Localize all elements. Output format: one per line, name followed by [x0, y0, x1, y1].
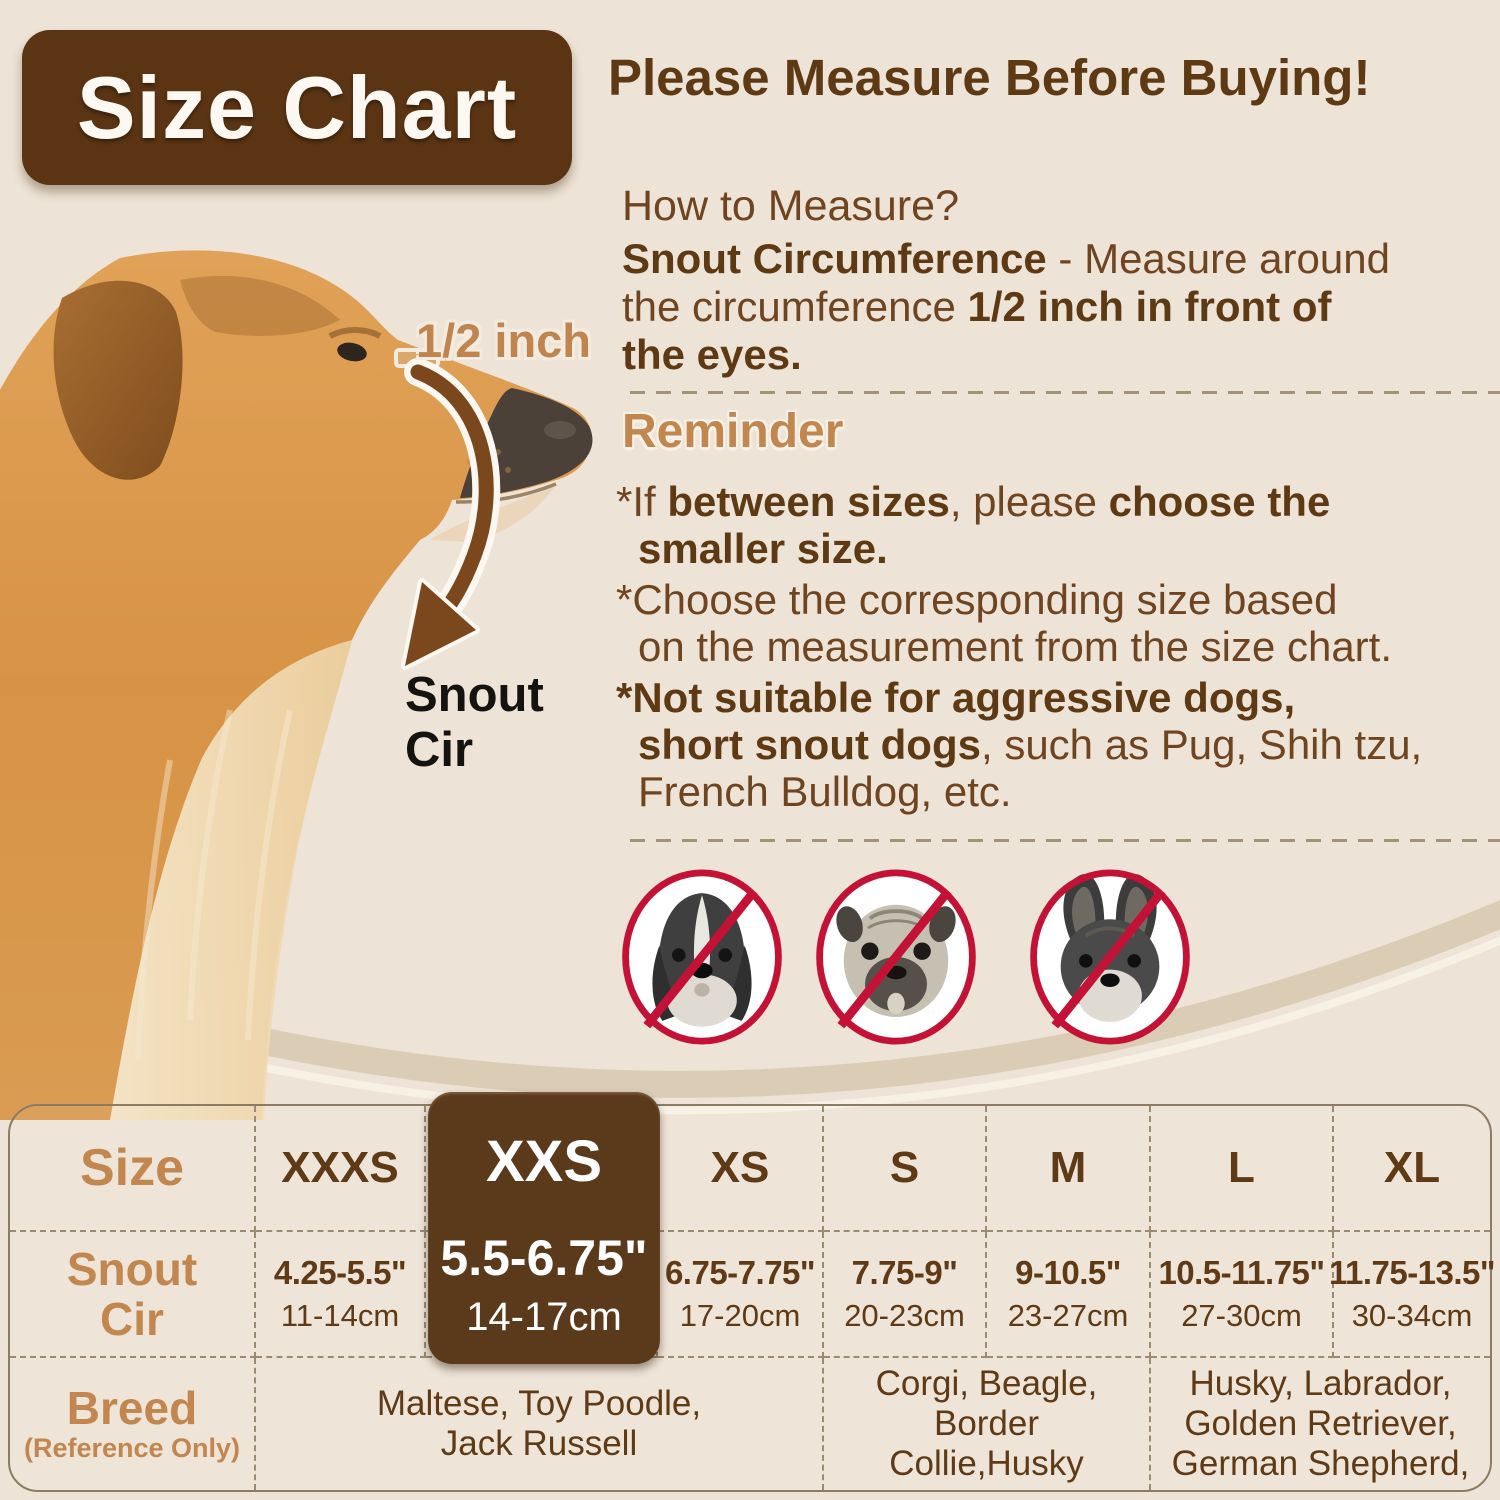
highlighted-size-xxs: XXS 5.5-6.75" 14-17cm: [428, 1092, 660, 1364]
divider-top: [630, 391, 1500, 394]
measure-line-3: the eyes.: [622, 331, 802, 378]
header-m: M: [987, 1106, 1151, 1232]
headline: Please Measure Before Buying!: [608, 49, 1371, 106]
xxs-inch-range: 5.5-6.75": [440, 1230, 648, 1286]
snout-xs: 6.75-7.75" 17-20cm: [658, 1232, 824, 1358]
reminder-bullet-3-line-2: short snout dogs, such as Pug, Shih tzu,: [638, 721, 1423, 768]
snout-s: 7.75-9" 20-23cm: [824, 1232, 987, 1358]
reminder-bullet-1-line-1: *If between sizes, please choose the: [616, 478, 1331, 525]
snout-xxxs: 4.25-5.5" 11-14cm: [256, 1232, 426, 1358]
table-corner-size: Size: [10, 1106, 256, 1232]
how-to-measure-section: How to Measure? Snout Circumference - Me…: [622, 182, 1500, 379]
xxs-cm-range: 14-17cm: [466, 1295, 622, 1339]
breed-group-large: Husky, Labrador, Golden Retriever, Germa…: [1171, 1364, 1470, 1483]
dog-ear: [53, 280, 183, 480]
dog-mouth-line: [455, 482, 557, 504]
reminder-bullet-1-line-2: smaller size.: [638, 525, 888, 572]
divider-bottom: [630, 839, 1500, 842]
reminder-list: *If between sizes, please choose the sma…: [616, 478, 1500, 815]
breed-group-small: Maltese, Toy Poodle, Jack Russell: [256, 1358, 824, 1490]
no-shih-tzu-icon: [622, 869, 782, 1045]
no-french-bulldog-icon: [1030, 869, 1190, 1045]
header-xl: XL: [1334, 1106, 1490, 1232]
size-chart-table: Size XXXS XS S M L XL Snout Cir 4.25-5.5…: [8, 1104, 1496, 1492]
row-label-snout-cir: Snout Cir: [10, 1232, 256, 1358]
title-badge-label: Size Chart: [76, 57, 518, 157]
how-to-measure-heading: How to Measure?: [622, 182, 959, 230]
reminder-bullet-2-line-1: *Choose the corresponding size based: [616, 576, 1338, 623]
header-xs: XS: [658, 1106, 824, 1232]
xxs-size-label: XXS: [485, 1129, 603, 1194]
reminder-bullet-3-line-3: French Bulldog, etc.: [638, 768, 1012, 815]
measure-line-2: the circumference 1/2 inch in front of: [622, 283, 1332, 330]
reminder-bullet-3-line-1: *Not suitable for aggressive dogs,: [616, 674, 1296, 721]
snout-xl: 11.75-13.5" 30-34cm: [1329, 1232, 1496, 1358]
header-s: S: [824, 1106, 987, 1232]
snout-m: 9-10.5" 23-27cm: [987, 1232, 1151, 1358]
header-xxxs: XXXS: [256, 1106, 426, 1232]
reminder-bullet-2-line-2: on the measurement from the size chart.: [638, 623, 1393, 670]
measure-line-1: Snout Circumference - Measure around: [622, 235, 1390, 282]
dog-nose-highlight: [544, 421, 576, 439]
dog-brow: [328, 327, 382, 339]
title-badge: Size Chart: [22, 30, 572, 185]
snout-cir-label: Snout Cir: [405, 668, 544, 777]
half-inch-label: 1/2 inch: [416, 314, 592, 367]
row-label-breed: Breed (Reference Only): [10, 1358, 256, 1490]
dog-head-shading: [180, 275, 340, 336]
dog-eye: [337, 342, 367, 362]
header-l: L: [1151, 1106, 1334, 1232]
reminder-heading: Reminder: [622, 405, 844, 458]
snout-l: 10.5-11.75" 27-30cm: [1151, 1232, 1334, 1358]
no-pug-icon: [816, 869, 976, 1045]
breed-group-medium: Corgi, Beagle, Border Collie,Husky: [824, 1358, 1151, 1490]
measure-arrow-icon: [394, 348, 501, 670]
